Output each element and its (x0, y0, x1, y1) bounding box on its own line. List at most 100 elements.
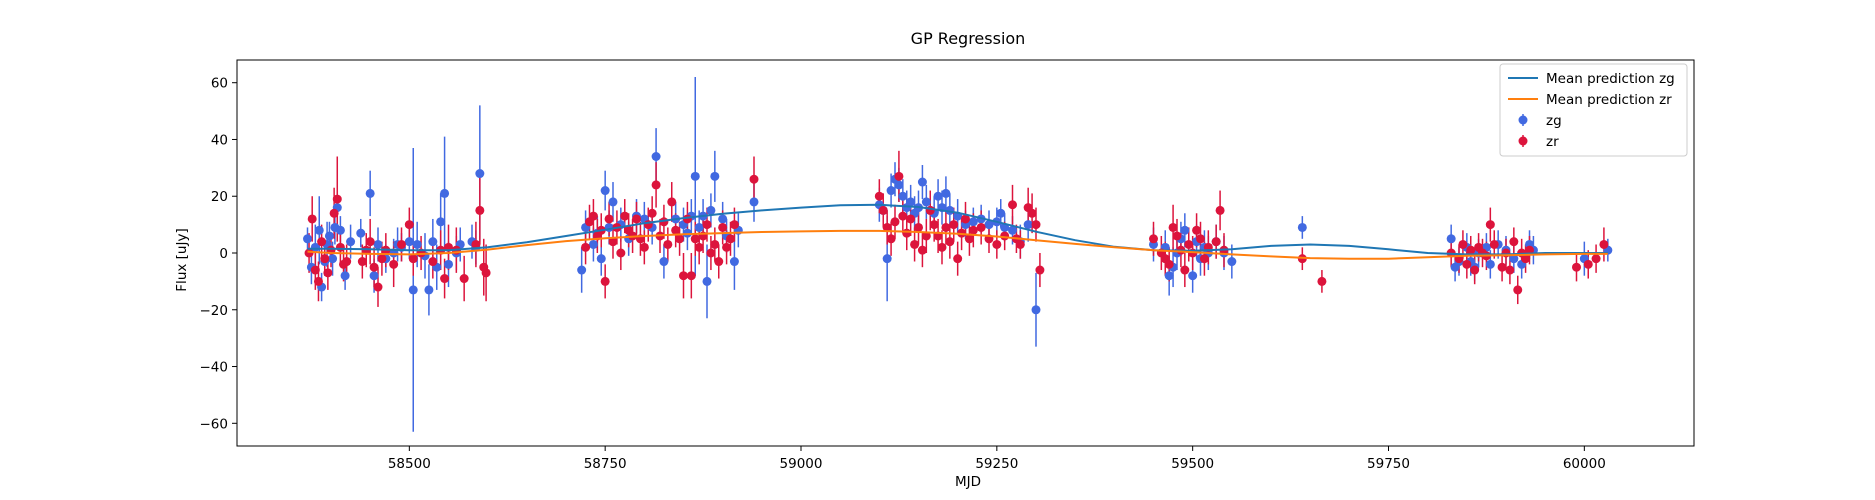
zr-point (632, 214, 641, 224)
zg-point (1023, 220, 1033, 230)
legend: Mean prediction zg Mean prediction zr zg… (1499, 63, 1688, 157)
mean-prediction-line-zr (307, 229, 1608, 260)
legend-label-zg: zg (1546, 113, 1562, 129)
zg-point (600, 186, 610, 196)
zg-point (706, 205, 716, 215)
zr-point (902, 228, 912, 238)
zr-point (1591, 254, 1601, 264)
zr-point (332, 194, 342, 204)
zr-point (1180, 265, 1190, 275)
zg-point (690, 171, 700, 181)
zr-point (1168, 222, 1178, 232)
zg-point (749, 197, 759, 207)
zr-point (647, 208, 657, 218)
zr-point (706, 248, 716, 258)
zg-point (328, 254, 338, 264)
zg-point (941, 188, 951, 198)
zr-point (878, 205, 888, 215)
zg-point (1446, 234, 1456, 244)
zr-point (1015, 239, 1025, 249)
zg-point (444, 259, 453, 269)
zr-point (690, 234, 700, 244)
chart-title: GP Regression (911, 29, 1026, 48)
zr-point (1184, 239, 1194, 249)
x-axis-label: MJD (955, 474, 981, 490)
zr-point (910, 239, 920, 249)
y-tick-label: 20 (211, 189, 228, 205)
legend-label-mean-zr: Mean prediction zr (1546, 92, 1672, 108)
zg-point (404, 237, 414, 247)
zg-point (335, 225, 345, 235)
zg-point (1180, 225, 1190, 235)
zg-point (440, 188, 450, 198)
zr-point (616, 248, 626, 258)
zg-point (894, 180, 904, 190)
zr-point (313, 276, 323, 286)
zr-point (964, 234, 974, 244)
zr-point (1466, 245, 1476, 255)
zr-point (1192, 225, 1202, 235)
zr-point (1513, 285, 1523, 295)
legend-label-zr: zr (1546, 134, 1559, 150)
zr-point (329, 208, 339, 218)
zr-point (1462, 259, 1472, 269)
zg-point (1008, 225, 1017, 235)
zr-point (941, 222, 951, 232)
zg-point (1188, 271, 1198, 281)
zg-point (373, 239, 383, 249)
y-tick-label: 40 (211, 132, 228, 148)
zr-point (604, 214, 614, 224)
zr-point (921, 231, 931, 241)
zr-point (471, 239, 481, 249)
zr-point (894, 171, 904, 181)
zg-point (984, 220, 994, 230)
zr-point (914, 222, 923, 232)
zr-point (335, 242, 345, 252)
zr-point (937, 242, 947, 252)
zr-point (428, 257, 438, 267)
zr-point (397, 239, 406, 249)
zr-point (581, 242, 591, 252)
x-tick-label: 60000 (1563, 456, 1606, 472)
zg-point (882, 254, 892, 264)
zr-point (408, 254, 418, 264)
zr-point (949, 220, 959, 230)
zr-point (310, 265, 320, 275)
zr-point (588, 211, 598, 221)
zr-point (1027, 208, 1037, 218)
zr-point (307, 214, 317, 224)
x-axis-ticks: 58500 58750 59000 59250 59500 59750 60000 (388, 446, 1606, 472)
zr-point (1509, 237, 1519, 247)
legend-label-mean-zg: Mean prediction zg (1546, 71, 1675, 87)
zr-point (481, 268, 491, 278)
zr-point (357, 257, 367, 267)
zr-point (317, 237, 327, 247)
zr-point (1164, 259, 1174, 269)
zr-point (1215, 205, 1225, 215)
zr-point (365, 237, 375, 247)
zg-point (718, 214, 728, 224)
zg-point (340, 271, 350, 281)
zg-point (346, 237, 356, 247)
y-tick-label: 0 (219, 246, 228, 262)
zg-point (1509, 254, 1519, 264)
y-axis-label: Flux [uJy] (174, 228, 190, 291)
zr-point (929, 220, 939, 230)
zg-point (651, 152, 661, 161)
zr-point (710, 239, 720, 249)
zr-point (671, 225, 681, 235)
zr-point (1599, 239, 1609, 249)
zr-point (1583, 259, 1593, 269)
x-tick-label: 59250 (975, 456, 1018, 472)
y-tick-label: −60 (200, 416, 229, 432)
zr-point (898, 211, 908, 221)
zg-point (694, 222, 704, 232)
zr-point (714, 257, 724, 267)
y-tick-label: 60 (211, 76, 228, 92)
zr-point (1008, 200, 1017, 210)
zg-point (608, 197, 618, 207)
zr-point (620, 211, 630, 221)
zr-point (475, 205, 485, 215)
zg-point (596, 254, 606, 264)
zr-point (1572, 262, 1581, 272)
